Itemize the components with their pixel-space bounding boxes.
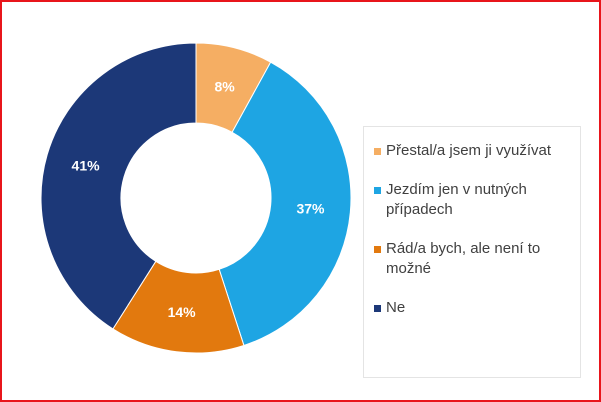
legend-item: Ne: [374, 298, 572, 318]
legend-label: Ne: [386, 299, 406, 316]
value-label-box: [69, 155, 103, 176]
legend-swatch: [374, 305, 381, 312]
legend-label: Rád/a bych, ale není to možné: [386, 240, 541, 277]
legend-swatch: [374, 187, 381, 194]
value-label-box: [293, 198, 327, 219]
legend-item: Jezdím jen v nutných případech: [374, 180, 572, 220]
donut-segment: [218, 61, 352, 347]
value-label: 14%: [168, 304, 197, 320]
legend-label: Jezdím jen v nutných případech: [386, 181, 527, 218]
legend-label: Přestal/a jsem ji využívat: [386, 142, 552, 159]
value-label: 8%: [214, 78, 235, 94]
legend-swatch: [374, 246, 381, 253]
value-label: 41%: [72, 158, 101, 174]
legend-item: Rád/a bych, ale není to možné: [374, 239, 572, 279]
legend-item: Přestal/a jsem ji využívat: [374, 141, 572, 161]
legend-swatch: [374, 148, 381, 155]
value-label-box: [212, 76, 237, 97]
legend: Přestal/a jsem ji využívat Jezdím jen v n…: [363, 126, 581, 378]
value-label-box: [165, 302, 199, 323]
value-label: 37%: [296, 201, 325, 217]
donut-segment: [40, 42, 197, 330]
